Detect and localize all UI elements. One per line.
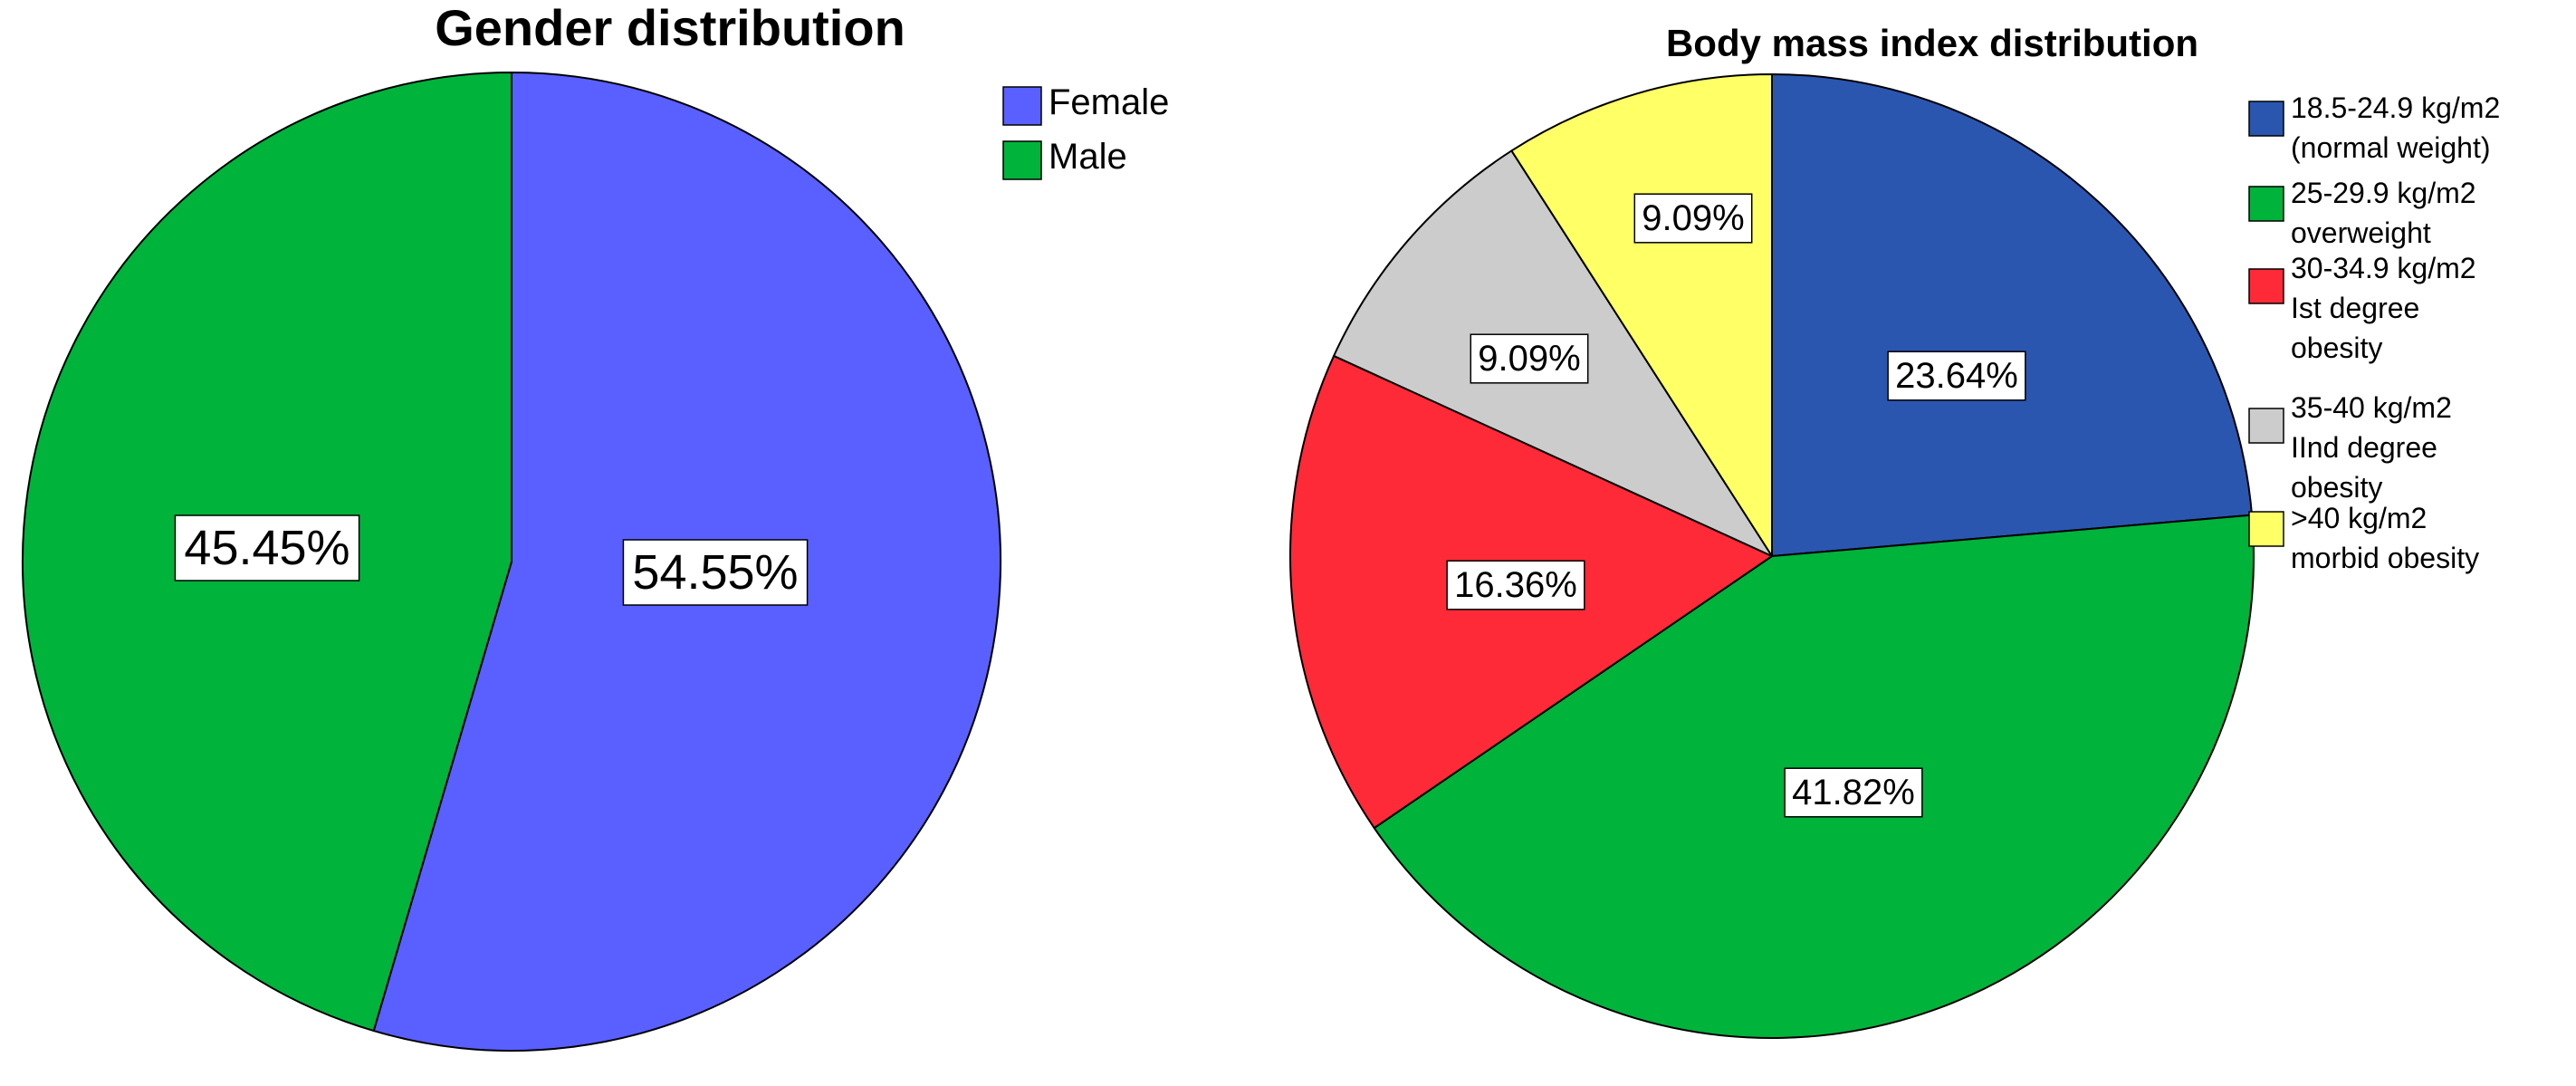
legend-swatch — [2248, 511, 2284, 547]
legend-label: 30-34.9 kg/m2 — [2291, 252, 2476, 284]
legend-item: 25-29.9 kg/m2 overweight — [2248, 177, 2476, 249]
data-label-box — [174, 514, 360, 581]
data-label-text: 9.09% — [1478, 339, 1580, 379]
legend-swatch — [2248, 408, 2284, 444]
bmi-data-label: 41.82% — [1784, 767, 1923, 818]
legend-label: Male — [1049, 137, 1127, 177]
data-label-text: 54.55% — [632, 545, 798, 600]
legend-label: 35-40 kg/m2 — [2291, 391, 2452, 424]
legend-item: 35-40 kg/m2 IInd degree obesity — [2248, 391, 2452, 504]
data-label-text: 45.45% — [184, 521, 350, 575]
gender-data-labels: 54.55% 45.45% — [174, 514, 809, 606]
bmi-slice-18-5-24-9-kg-m2 — [1771, 73, 2254, 557]
data-label-text: 23.64% — [1895, 356, 2018, 396]
legend-swatch — [2248, 186, 2284, 222]
legend-label: >40 kg/m2 — [2291, 502, 2427, 534]
legend-swatch — [2248, 268, 2284, 304]
bmi-pie-chart: Body mass index distribution 23.64% 41.82%… — [1289, 22, 2500, 1039]
legend-label: 18.5-24.9 kg/m2 — [2291, 91, 2500, 124]
legend-label: morbid obesity — [2291, 542, 2479, 574]
bmi-data-label: 23.64% — [1887, 351, 2026, 401]
data-label-text: 16.36% — [1454, 565, 1577, 605]
gender-legend: Female Male — [1002, 82, 1169, 180]
gender-data-label: 45.45% — [174, 514, 360, 581]
data-label-text: 41.82% — [1792, 773, 1915, 812]
legend-label: IInd degree — [2291, 431, 2437, 464]
bmi-data-label: 9.09% — [1470, 333, 1589, 384]
legend-label: (normal weight) — [2291, 131, 2491, 164]
legend-swatch — [2248, 101, 2284, 137]
legend-label: obesity — [2291, 332, 2382, 364]
bmi-chart-title: Body mass index distribution — [1666, 22, 2198, 64]
data-label-box — [1887, 351, 2026, 401]
legend-item: 18.5-24.9 kg/m2 (normal weight) — [2248, 91, 2500, 164]
gender-pie-chart: Gender distribution 54.55% 45.45% Female Mal… — [22, 0, 1169, 1052]
data-label-box — [1446, 560, 1585, 610]
gender-chart-title: Gender distribution — [435, 0, 905, 56]
bmi-legend: 18.5-24.9 kg/m2 (normal weight) 25-29.9 kg… — [2248, 91, 2500, 574]
bmi-data-label: 16.36% — [1446, 560, 1585, 610]
legend-label: Female — [1049, 82, 1169, 122]
data-label-text: 9.09% — [1642, 198, 1744, 238]
legend-label: 25-29.9 kg/m2 — [2291, 177, 2476, 209]
bmi-data-label: 9.09% — [1633, 193, 1753, 244]
legend-label: obesity — [2291, 471, 2382, 504]
data-label-box — [1470, 333, 1589, 384]
legend-swatch — [1002, 86, 1042, 126]
legend-label: Ist degree — [2291, 292, 2419, 324]
bmi-data-labels: 23.64% 41.82% 16.36% 9.09% 9.09% — [1446, 193, 2026, 818]
data-label-box — [1633, 193, 1753, 244]
data-label-box — [1784, 767, 1923, 818]
data-label-box — [622, 539, 809, 606]
legend-swatch — [1002, 140, 1042, 180]
legend-item: >40 kg/m2 morbid obesity — [2248, 502, 2479, 574]
gender-data-label: 54.55% — [622, 539, 809, 606]
bmi-slices — [1289, 73, 2255, 1039]
legend-label: overweight — [2291, 216, 2431, 249]
legend-item: Male — [1002, 137, 1127, 180]
legend-item: 30-34.9 kg/m2 Ist degree obesity — [2248, 252, 2476, 364]
legend-item: Female — [1002, 82, 1169, 126]
gender-slices — [22, 72, 1002, 1052]
